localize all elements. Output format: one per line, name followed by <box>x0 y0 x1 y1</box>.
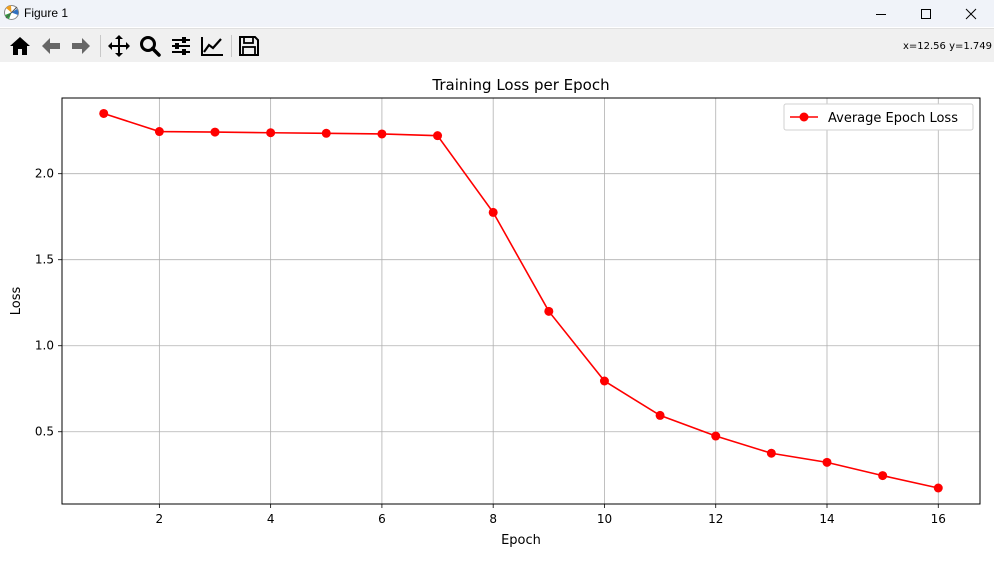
forward-button[interactable] <box>68 33 94 59</box>
save-icon <box>239 36 259 56</box>
home-icon <box>10 37 30 55</box>
series-layer <box>99 108 943 493</box>
data-point <box>377 129 387 139</box>
data-point <box>599 376 609 386</box>
tick-layer: 2 4 6 8 10 12 14 16 0.5 1.0 1.5 2.0 <box>35 167 946 526</box>
y-tick-label: 1.0 <box>35 339 54 353</box>
data-point <box>655 410 665 420</box>
x-tick-label: 14 <box>819 512 834 526</box>
data-point <box>433 131 443 141</box>
legend-marker <box>799 112 809 122</box>
window-title: Figure 1 <box>24 6 69 20</box>
data-point <box>933 483 943 493</box>
x-tick-label: 10 <box>597 512 612 526</box>
x-tick-label: 8 <box>489 512 497 526</box>
zoom-button[interactable] <box>137 33 163 59</box>
series-line <box>103 112 939 489</box>
data-point <box>210 127 220 137</box>
zoom-icon <box>140 36 161 57</box>
back-arrow-icon <box>42 38 60 54</box>
pan-button[interactable] <box>106 33 132 59</box>
home-button[interactable] <box>7 33 33 59</box>
edit-axis-button[interactable] <box>199 33 225 59</box>
maximize-button[interactable] <box>903 0 949 27</box>
x-axis-label: Epoch <box>501 533 541 548</box>
y-axis-label: Loss <box>9 287 24 316</box>
y-tick-label: 2.0 <box>35 167 54 181</box>
edit-axis-icon <box>201 37 223 56</box>
data-point <box>544 306 554 316</box>
close-icon <box>965 8 977 19</box>
pan-icon <box>108 35 130 57</box>
toolbar-separator <box>100 35 101 57</box>
legend: Average Epoch Loss <box>783 103 974 131</box>
save-button[interactable] <box>236 33 262 59</box>
x-tick-label: 4 <box>267 512 275 526</box>
toolbar-separator <box>231 35 232 57</box>
navigation-toolbar: x=12.56 y=1.749 <box>0 28 994 63</box>
y-tick-label: 0.5 <box>35 425 54 439</box>
data-point <box>266 128 276 138</box>
x-tick-label: 12 <box>708 512 723 526</box>
back-button[interactable] <box>38 33 64 59</box>
cursor-coordinates: x=12.56 y=1.749 <box>902 41 992 52</box>
configure-subplots-icon <box>172 37 190 55</box>
window-titlebar: Figure 1 <box>0 0 994 27</box>
x-tick-label: 16 <box>931 512 946 526</box>
data-point <box>154 127 164 137</box>
data-point <box>766 448 776 458</box>
close-button[interactable] <box>948 0 994 27</box>
chart-title: Training Loss per Epoch <box>431 76 609 94</box>
x-tick-label: 6 <box>378 512 386 526</box>
data-point <box>321 128 331 138</box>
legend-box <box>783 103 974 131</box>
data-point <box>822 457 832 467</box>
maximize-icon <box>921 8 931 19</box>
forward-arrow-icon <box>72 38 90 54</box>
x-tick-label: 2 <box>156 512 164 526</box>
data-point <box>878 471 888 481</box>
chart-svg[interactable]: 2 4 6 8 10 12 14 16 0.5 1.0 1.5 2.0 Training Loss p… <box>0 62 994 561</box>
figure-canvas[interactable]: 2 4 6 8 10 12 14 16 0.5 1.0 1.5 2.0 Training Loss p… <box>0 62 994 561</box>
data-point <box>711 431 721 441</box>
legend-label: Average Epoch Loss <box>828 111 958 126</box>
grid-layer <box>62 98 980 504</box>
data-point <box>99 108 109 118</box>
data-point <box>488 207 498 217</box>
minimize-button[interactable] <box>858 0 904 27</box>
matplotlib-app-icon <box>4 5 19 20</box>
axes-frame <box>61 97 981 505</box>
y-tick-label: 1.5 <box>35 253 54 267</box>
minimize-icon <box>876 13 886 15</box>
configure-subplots-button[interactable] <box>168 33 194 59</box>
